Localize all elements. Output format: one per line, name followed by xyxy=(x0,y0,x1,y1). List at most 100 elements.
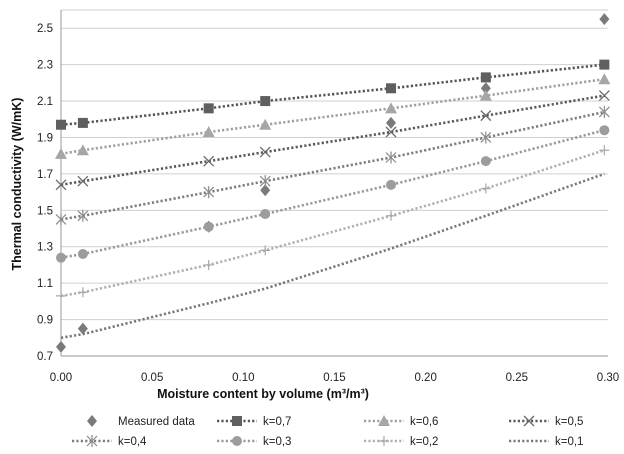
x-tick-label: 0.20 xyxy=(414,372,436,384)
plus-marker xyxy=(386,210,397,221)
square-marker xyxy=(480,72,491,83)
series-k-0-7 xyxy=(56,59,610,130)
y-tick-label: 1.3 xyxy=(37,242,53,254)
plus-marker xyxy=(599,145,610,156)
legend-item: k=0,2 xyxy=(364,436,438,448)
x-axis-title: Moisture content by volume (m³/m³) xyxy=(157,387,369,401)
square-marker xyxy=(260,96,271,107)
legend-label: k=0,4 xyxy=(118,436,147,448)
y-tick-label: 1.9 xyxy=(37,132,53,144)
series-line xyxy=(60,172,605,340)
y-tick-label: 2.5 xyxy=(37,23,53,35)
y-tick-label: 0.9 xyxy=(37,315,53,327)
triangle-marker xyxy=(479,89,492,101)
x-marker xyxy=(77,175,89,187)
legend-label: k=0,6 xyxy=(410,416,438,428)
triangle-marker xyxy=(55,147,67,159)
legend-item: k=0,1 xyxy=(509,436,583,448)
asterisk-marker xyxy=(86,435,98,447)
x-tick-label: 0.15 xyxy=(323,372,345,384)
plus-marker xyxy=(77,287,88,298)
square-marker xyxy=(232,416,242,426)
diamond-marker xyxy=(77,322,88,335)
square-marker xyxy=(203,103,214,114)
legend-label: k=0,2 xyxy=(410,436,438,448)
triangle-marker xyxy=(259,118,272,130)
x-marker xyxy=(203,155,215,167)
series-k-0-5 xyxy=(55,90,610,191)
x-marker xyxy=(259,146,271,158)
series-k-0-4 xyxy=(55,105,610,226)
series-k-0-2 xyxy=(56,145,610,301)
x-tick-label: 0.25 xyxy=(506,372,528,384)
y-axis-title: Thermal conductivity (W/mK) xyxy=(10,98,24,271)
legend: Measured data k=0,7 k=0,6 k=0,5 k=0,4 k=0,3 k=… xyxy=(72,415,583,448)
plus-marker xyxy=(56,290,66,301)
plus-marker xyxy=(379,436,389,446)
asterisk-marker xyxy=(55,213,67,226)
circle-marker xyxy=(232,436,242,446)
diamond-marker xyxy=(386,116,397,129)
x-tick-label: 0.10 xyxy=(232,372,254,384)
legend-label: Measured data xyxy=(118,416,195,428)
plus-marker xyxy=(480,183,491,194)
triangle-marker xyxy=(76,144,89,156)
grid-layer xyxy=(61,9,608,357)
triangle-marker xyxy=(385,102,398,114)
asterisk-marker xyxy=(259,175,271,188)
series-line xyxy=(60,77,605,156)
series-k-0-3 xyxy=(56,125,610,263)
series-k-0-1 xyxy=(60,172,605,340)
legend-label: k=0,1 xyxy=(555,436,583,448)
triangle-marker xyxy=(598,73,611,85)
axes-layer xyxy=(60,10,608,357)
diamond-marker xyxy=(87,415,97,427)
x-marker xyxy=(480,110,492,122)
x-marker xyxy=(598,90,610,102)
y-tick-label: 1.1 xyxy=(37,278,53,290)
y-tick-label: 2.1 xyxy=(37,96,53,108)
x-tick-label: 0.00 xyxy=(50,372,72,384)
x-tick-label: 0.30 xyxy=(597,372,619,384)
asterisk-marker xyxy=(203,186,215,199)
square-marker xyxy=(599,59,610,70)
y-tick-label: 1.7 xyxy=(37,169,53,181)
x-marker xyxy=(385,126,397,138)
asterisk-marker xyxy=(77,209,89,222)
square-marker xyxy=(56,119,66,130)
circle-marker xyxy=(56,252,66,263)
legend-item: k=0,7 xyxy=(217,416,291,428)
y-tick-label: 1.5 xyxy=(37,205,53,217)
y-tick-label: 2.3 xyxy=(37,60,53,72)
diamond-marker xyxy=(56,340,66,353)
legend-item: k=0,5 xyxy=(509,415,583,428)
asterisk-marker xyxy=(385,151,397,164)
series-line xyxy=(60,94,605,187)
legend-item: k=0,4 xyxy=(72,435,147,448)
circle-marker xyxy=(77,249,88,260)
square-marker xyxy=(77,117,88,128)
legend-item: k=0,3 xyxy=(217,436,291,448)
asterisk-marker xyxy=(480,131,492,144)
circle-marker xyxy=(260,208,271,219)
plus-marker xyxy=(203,259,214,270)
diamond-marker xyxy=(480,82,491,95)
legend-item: k=0,6 xyxy=(364,415,438,428)
circle-marker xyxy=(386,179,397,190)
x-tick-label: 0.05 xyxy=(141,372,163,384)
legend-label: k=0,3 xyxy=(263,436,291,448)
asterisk-marker xyxy=(598,105,610,118)
circle-marker xyxy=(203,221,214,232)
square-marker xyxy=(386,83,397,94)
x-marker xyxy=(55,179,67,191)
series-measured-data xyxy=(56,13,610,353)
x-marker xyxy=(523,415,535,427)
ticks-layer: 0.7 0.9 1.1 1.3 1.5 1.7 1.9 2.1 2.3 2.5 0.00 0.05 0.… xyxy=(37,23,619,384)
circle-marker xyxy=(599,125,610,136)
series-line xyxy=(60,128,605,259)
triangle-marker xyxy=(202,126,215,138)
circle-marker xyxy=(480,156,491,167)
diamond-marker xyxy=(260,184,271,197)
